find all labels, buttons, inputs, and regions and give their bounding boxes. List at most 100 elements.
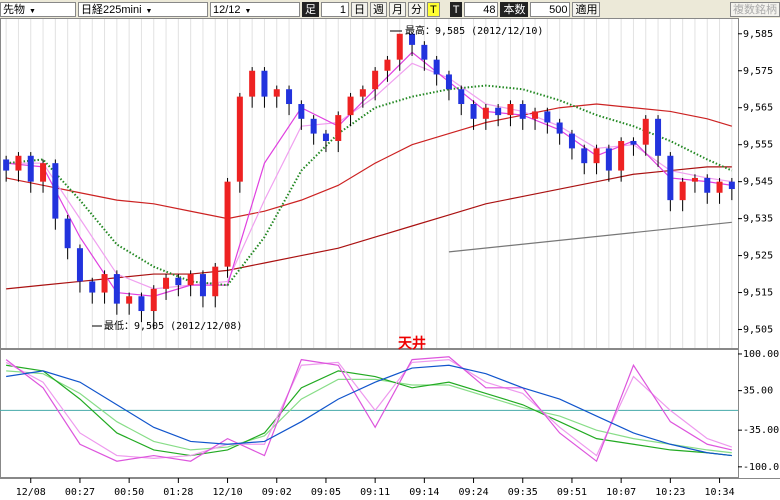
candle-body — [52, 163, 59, 219]
candle-body — [581, 148, 588, 164]
bar-label: 足 — [302, 1, 319, 17]
minute-button[interactable]: 分 — [408, 1, 425, 17]
x-tick-label: 00:50 — [114, 487, 144, 498]
x-tick-label: 10:07 — [606, 487, 636, 498]
date-select[interactable]: 12/12 — [210, 1, 300, 17]
candle-body — [704, 177, 711, 193]
symbol-select[interactable]: 日経225mini — [78, 1, 208, 17]
x-tick-label: 09:11 — [360, 487, 390, 498]
candle-body — [372, 70, 379, 90]
candle-body — [507, 104, 514, 116]
tick-value[interactable]: 48 — [464, 1, 499, 17]
candle-body — [605, 148, 612, 171]
month-button[interactable]: 月 — [389, 1, 406, 17]
candle-body — [298, 104, 305, 119]
candle-body — [310, 118, 317, 134]
candle-body — [470, 104, 477, 119]
candle-body — [519, 104, 526, 119]
series-line — [5, 358, 733, 459]
day-button[interactable]: 日 — [351, 1, 368, 17]
x-tick-label: 09:05 — [311, 487, 341, 498]
candle-body — [655, 118, 662, 156]
candle-body — [679, 181, 686, 201]
candle-body — [445, 74, 452, 90]
candle-body — [3, 159, 10, 171]
candle-body — [691, 177, 698, 182]
y-tick-label: 35.00 — [743, 386, 773, 397]
candle-body — [175, 277, 182, 286]
apply-button[interactable]: 適用 — [572, 1, 601, 17]
candle-body — [335, 115, 342, 141]
candle-body — [212, 266, 219, 297]
y-tick-label: 100.00 — [743, 349, 779, 360]
bar-count[interactable]: 1 — [321, 1, 349, 17]
x-tick-label: 09:02 — [262, 487, 292, 498]
candle-body — [273, 89, 280, 97]
y-tick-label: -100.0 — [743, 462, 779, 473]
candle-body — [64, 218, 71, 249]
top-annotation: 天井 — [398, 335, 426, 352]
candle-body — [556, 122, 563, 134]
candle-body — [150, 288, 157, 312]
series-line — [6, 364, 732, 457]
x-tick-label: 09:14 — [409, 487, 439, 498]
x-tick-label: 09:51 — [557, 487, 587, 498]
x-tick-label: 09:35 — [508, 487, 538, 498]
candle-body — [286, 89, 293, 105]
y-tick-label: 9,585 — [743, 29, 773, 40]
candle-body — [568, 133, 575, 149]
candle-body — [249, 70, 256, 97]
candle-body — [618, 140, 625, 171]
candle-body — [716, 181, 723, 193]
candle-body — [101, 274, 108, 293]
count-value[interactable]: 500 — [530, 1, 571, 17]
candle-body — [396, 33, 403, 60]
y-tick-label: 9,545 — [743, 177, 773, 188]
candle-body — [347, 96, 354, 116]
candle-body — [532, 111, 539, 119]
candle-body — [433, 59, 440, 75]
candle-body — [40, 163, 47, 182]
candle-body — [482, 107, 489, 119]
y-tick-label: 9,565 — [743, 103, 773, 114]
candle-body — [138, 296, 145, 312]
series-line — [6, 103, 733, 220]
tick-button[interactable]: T — [427, 1, 440, 17]
toolbar: 先物 日経225mini 12/12 足 1 日 週 月 分 T T 48 本数… — [0, 0, 780, 18]
series-line — [6, 364, 732, 457]
series-line — [6, 84, 733, 287]
candle-body — [15, 155, 22, 171]
candle-body — [322, 133, 329, 141]
low-annotation: 最低：9,505 (2012/12/08) — [104, 319, 242, 332]
chart: 9,585 9,575 9,565 9,555 9,545 9,535 9,525 9,515… — [0, 18, 780, 498]
x-tick-label: 09:24 — [458, 487, 488, 498]
candle-body — [113, 274, 120, 304]
x-tick-label: 00:27 — [65, 487, 95, 498]
layers: 9,585 9,575 9,565 9,555 9,545 9,535 9,525 9,515… — [0, 19, 779, 498]
x-tick-label: 12/08 — [16, 487, 46, 498]
candle-body — [642, 118, 649, 145]
tick-label: T — [449, 1, 463, 17]
candle-body — [667, 155, 674, 201]
candle-body — [224, 181, 231, 267]
x-tick-label: 10:34 — [704, 487, 734, 498]
candle-body — [76, 248, 83, 282]
multi-button[interactable]: 複数銘柄 — [730, 1, 780, 17]
candle-body — [384, 59, 391, 71]
candle-body — [126, 296, 133, 304]
y-tick-label: 9,515 — [743, 288, 773, 299]
y-tick-label: 9,535 — [743, 214, 773, 225]
candle-body — [236, 96, 243, 182]
series-line — [448, 221, 732, 253]
candle-body — [409, 33, 416, 45]
candle-body — [199, 274, 206, 297]
candle-body — [27, 155, 34, 182]
series-line — [6, 370, 732, 454]
candle-body — [544, 111, 551, 123]
market-select[interactable]: 先物 — [0, 1, 76, 17]
week-button[interactable]: 週 — [370, 1, 387, 17]
candle-body — [261, 70, 268, 97]
candle-body — [630, 140, 637, 145]
candle-body — [421, 44, 428, 60]
